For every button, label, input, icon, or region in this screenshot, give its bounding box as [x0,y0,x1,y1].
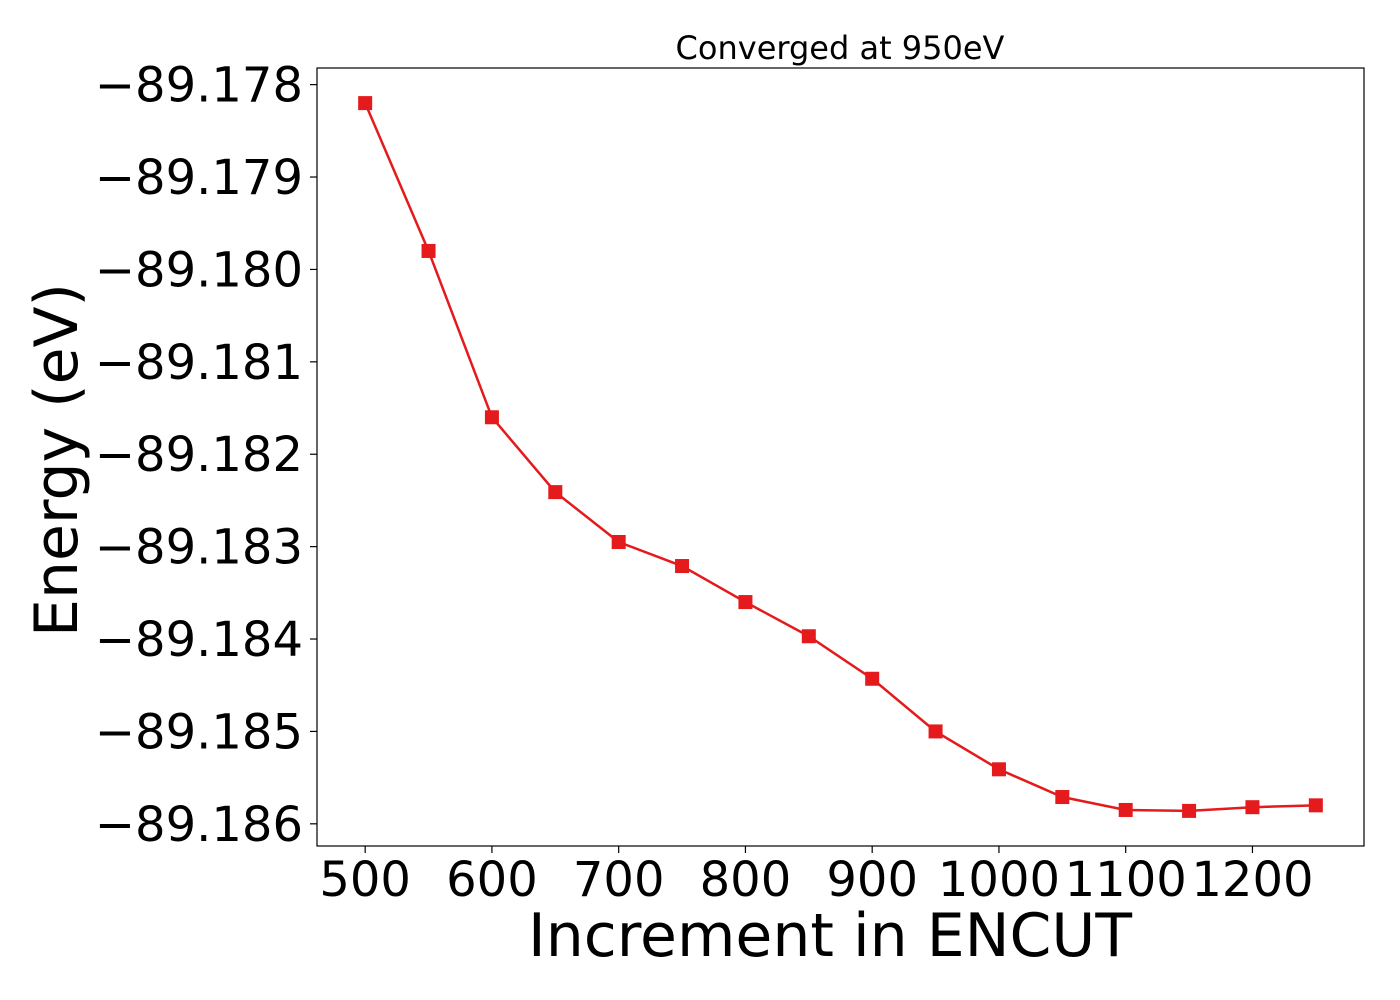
data-point-marker [358,96,373,111]
data-point-marker [484,410,499,425]
data-point-marker [1118,802,1133,817]
plot-area [316,67,1365,847]
data-point-marker [421,243,436,258]
x-tick-label: 700 [573,852,665,908]
y-tick-label: −89.181 [95,335,303,391]
data-point-marker [611,535,626,550]
x-tick-label: 500 [319,852,411,908]
data-point-marker [675,559,690,574]
data-point-marker [548,485,563,500]
y-tick-label: −89.186 [95,797,303,853]
x-axis: 500 600 700 800 900 1000 1100 1200 [319,846,1314,908]
series-layer [358,96,1323,818]
data-point-marker [1182,803,1197,818]
data-point-marker [1055,790,1070,805]
y-tick-label: −89.179 [95,150,303,206]
y-axis-label: Energy (eV) [22,283,92,637]
data-point-marker [1308,798,1323,813]
data-point-marker [738,595,753,610]
x-tick-label: 900 [826,852,918,908]
y-tick-label: −89.185 [95,704,303,760]
x-tick-label: 800 [700,852,792,908]
x-tick-label: 1200 [1191,852,1313,908]
data-point-marker [865,671,880,686]
y-tick-label: −89.182 [95,427,303,483]
data-point-marker [801,629,816,644]
data-point-marker [928,724,943,739]
y-tick-label: −89.184 [95,612,303,668]
y-tick-label: −89.178 [95,58,303,114]
x-tick-label: 1100 [1065,852,1187,908]
y-tick-label: −89.180 [95,242,303,298]
y-axis: −89.178 −89.179 −89.180 −89.181 −89.182 −89.1… [95,58,317,853]
series-line [364,102,1316,813]
data-point-marker [1245,800,1260,815]
y-tick-label: −89.183 [95,520,303,576]
data-point-marker [991,762,1006,777]
x-axis-label: Increment in ENCUT [528,901,1132,971]
x-tick-label: 600 [446,852,538,908]
chart-title: Converged at 950eV [676,29,1005,67]
x-tick-label: 1000 [938,852,1060,908]
